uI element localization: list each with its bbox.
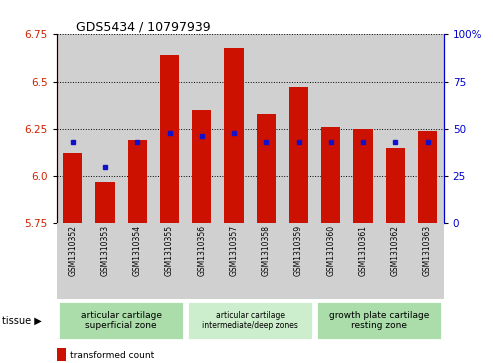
Text: GSM1310363: GSM1310363 [423,225,432,276]
Text: GDS5434 / 10797939: GDS5434 / 10797939 [76,20,211,33]
Text: tissue ▶: tissue ▶ [2,315,42,325]
Bar [121,223,153,299]
Bar [250,34,282,223]
Text: transformed count: transformed count [70,351,154,359]
Bar [282,34,315,223]
Bar [186,34,218,223]
Bar [128,140,147,223]
Bar [63,154,82,223]
Text: articular cartilage
intermediate/deep zones: articular cartilage intermediate/deep zo… [202,311,298,330]
Bar [57,348,67,361]
Bar [257,114,276,223]
Bar [412,34,444,223]
Bar [315,223,347,299]
Bar [57,223,89,299]
FancyBboxPatch shape [187,301,313,339]
Text: GSM1310358: GSM1310358 [262,225,271,276]
Bar [289,87,308,223]
Bar [347,223,379,299]
Bar [121,34,153,223]
Bar [282,223,315,299]
FancyBboxPatch shape [58,301,184,339]
Bar [218,34,250,223]
Bar [315,34,347,223]
Text: GSM1310359: GSM1310359 [294,225,303,276]
Bar [412,223,444,299]
Bar [89,223,121,299]
Text: articular cartilage
superficial zone: articular cartilage superficial zone [81,311,162,330]
Bar [353,129,373,223]
Text: GSM1310353: GSM1310353 [101,225,109,276]
Bar [321,127,341,223]
Bar [153,34,186,223]
Bar [250,223,282,299]
Bar [418,131,437,223]
Text: growth plate cartilage
resting zone: growth plate cartilage resting zone [329,311,429,330]
Bar [89,34,121,223]
Text: GSM1310362: GSM1310362 [391,225,400,276]
Bar [186,223,218,299]
Bar [379,34,412,223]
Bar [57,34,89,223]
Text: GSM1310361: GSM1310361 [358,225,368,276]
Bar [379,223,412,299]
Bar [347,34,379,223]
Text: GSM1310360: GSM1310360 [326,225,335,276]
Text: GSM1310356: GSM1310356 [197,225,207,276]
Bar [153,223,186,299]
Bar [192,110,211,223]
Text: GSM1310355: GSM1310355 [165,225,174,276]
Text: GSM1310354: GSM1310354 [133,225,142,276]
Bar [386,148,405,223]
Bar [160,55,179,223]
Bar [218,223,250,299]
Text: GSM1310357: GSM1310357 [230,225,239,276]
Bar [224,48,244,223]
FancyBboxPatch shape [317,301,442,339]
Text: GSM1310352: GSM1310352 [69,225,77,276]
Bar [96,182,115,223]
